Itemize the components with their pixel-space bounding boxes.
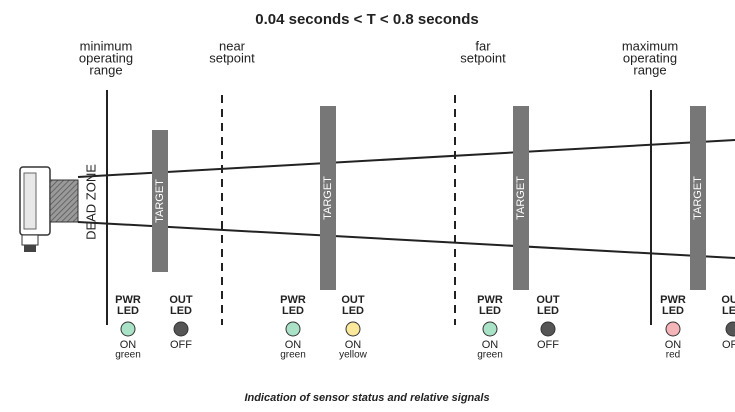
zone-label: operating (79, 50, 133, 65)
led (345, 321, 361, 337)
led-name: LED (662, 305, 684, 317)
target-label: TARGET (515, 176, 527, 220)
sensor (19, 166, 79, 252)
zone-label: minimum (80, 38, 133, 53)
caption: Indication of sensor status and relative… (244, 392, 489, 404)
led-state: ON (285, 339, 302, 351)
target (320, 106, 336, 290)
led-state: red (666, 350, 680, 361)
led-state: green (477, 350, 503, 361)
led (725, 321, 735, 337)
beam-edge (77, 139, 735, 178)
led (540, 321, 556, 337)
zone-label: far (475, 38, 491, 53)
led-name: LED (117, 305, 139, 317)
led-state: ON (665, 339, 682, 351)
zone-label: near (219, 38, 246, 53)
led-name: LED (479, 305, 501, 317)
led (482, 321, 498, 337)
led-name: PWR (115, 294, 141, 306)
led (665, 321, 681, 337)
led (120, 321, 136, 337)
led-name: LED (282, 305, 304, 317)
led-name: OUT (536, 294, 560, 306)
led (285, 321, 301, 337)
zone-label: setpoint (209, 50, 255, 65)
zone-label: range (89, 62, 122, 77)
led-state: ON (345, 339, 362, 351)
led-state: yellow (339, 350, 368, 361)
led-name: LED (722, 305, 735, 317)
target (513, 106, 529, 290)
led-name: PWR (477, 294, 503, 306)
target (152, 130, 168, 272)
led-name: PWR (280, 294, 306, 306)
led-name: LED (170, 305, 192, 317)
led-state: ON (482, 339, 499, 351)
led-state: OFF (722, 339, 735, 351)
led-state: OFF (537, 339, 559, 351)
led-name: OUT (169, 294, 193, 306)
zone-label: range (633, 62, 666, 77)
led-state: ON (120, 339, 137, 351)
dead-zone-label: DEAD ZONE (83, 164, 98, 240)
led-state: green (115, 350, 141, 361)
led-name: LED (342, 305, 364, 317)
zone-label: maximum (622, 38, 678, 53)
target (690, 106, 706, 290)
target-label: TARGET (322, 176, 334, 220)
led-state: green (280, 350, 306, 361)
target-label: TARGET (692, 176, 704, 220)
led-state: OFF (170, 339, 192, 351)
beam-edge (77, 221, 735, 259)
led-name: PWR (660, 294, 686, 306)
led-name: OUT (341, 294, 365, 306)
zone-label: operating (623, 50, 677, 65)
led-name: OUT (721, 294, 735, 306)
led-name: LED (537, 305, 559, 317)
target-label: TARGET (154, 179, 166, 223)
zone-label: setpoint (460, 50, 506, 65)
led (173, 321, 189, 337)
title: 0.04 seconds < T < 0.8 seconds (255, 11, 478, 28)
